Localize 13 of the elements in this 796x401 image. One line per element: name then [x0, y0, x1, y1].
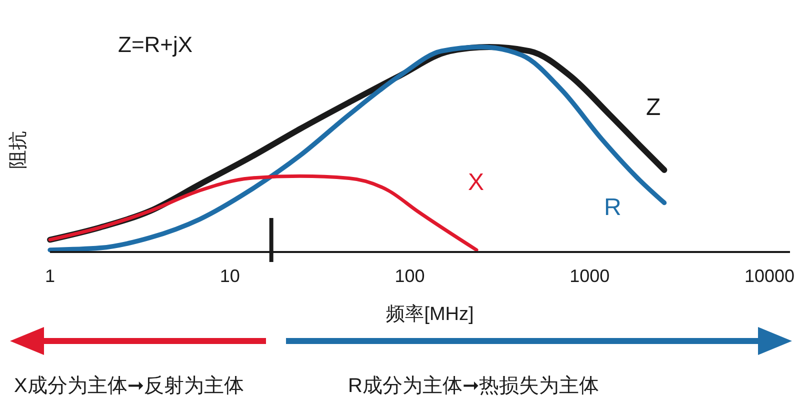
x-tick-label: 10000 [744, 266, 795, 286]
text: R成分为主体➞热损失为主体 [348, 374, 600, 397]
series-label: X [468, 169, 484, 196]
x-tick-label: 1 [44, 266, 56, 286]
x-tick-label: 10 [220, 266, 240, 286]
text: X成分为主体➞反射为主体 [14, 374, 244, 397]
x-tick-label: 100 [394, 266, 425, 286]
series-label: Z [646, 94, 661, 121]
series-label: R [604, 194, 622, 221]
y-axis-title: 阻抗 [8, 131, 29, 169]
x-tick-label: 1000 [570, 266, 610, 286]
x-axis-title: 频率[MHz] [386, 303, 474, 325]
annotation: Z=R+jX [118, 32, 193, 57]
